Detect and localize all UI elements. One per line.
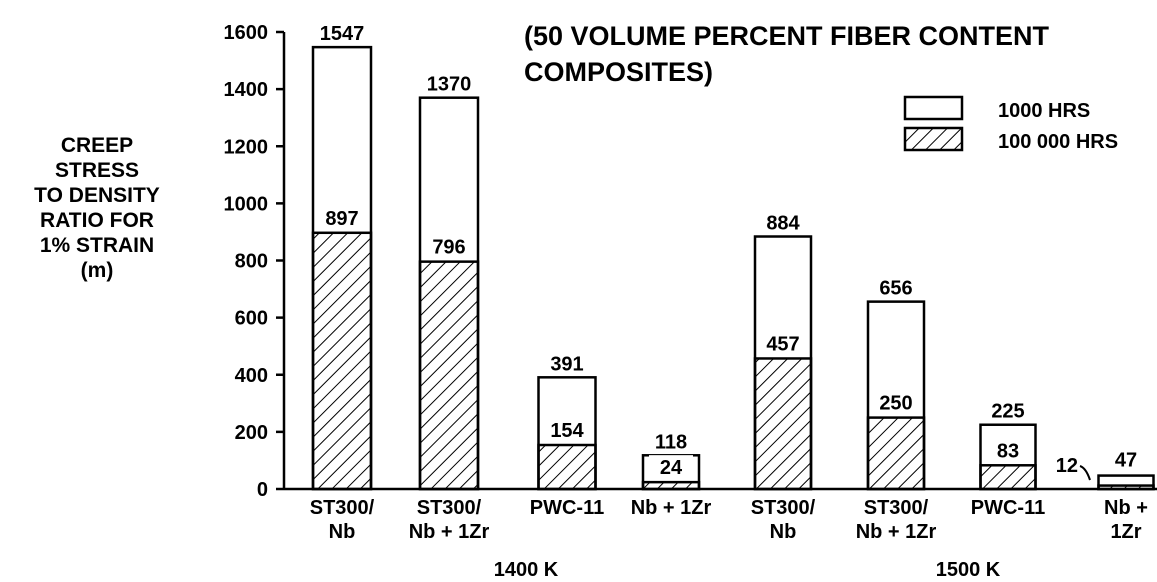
y-tick-label: 1400 bbox=[224, 79, 269, 101]
y-axis-label-line-5: 1% STRAIN bbox=[40, 234, 154, 257]
y-tick-label: 800 bbox=[235, 251, 268, 273]
y-tick-label: 200 bbox=[235, 422, 268, 444]
data-label-1000-hrs: 884 bbox=[766, 213, 800, 235]
data-label-background bbox=[874, 390, 918, 415]
bar-100000-hrs bbox=[311, 231, 373, 491]
data-label-100000-hrs: 796 bbox=[432, 237, 465, 259]
data-label-100000-hrs: 897 bbox=[325, 208, 358, 230]
bar-100000-hrs bbox=[641, 480, 701, 491]
y-tick-label: 1600 bbox=[224, 22, 269, 44]
data-label-background bbox=[649, 455, 693, 480]
legend-swatch-100000-hrs bbox=[903, 126, 964, 152]
data-label-1000-hrs: 656 bbox=[879, 278, 912, 300]
x-tick-label: ST300/ bbox=[310, 497, 375, 519]
x-tick-label: Nb + 1Zr bbox=[409, 521, 490, 543]
data-label-1000-hrs: 118 bbox=[655, 431, 687, 453]
group-label: 1500 K bbox=[936, 559, 1001, 581]
data-label-100000-hrs: 83 bbox=[997, 440, 1019, 462]
bars: 1547 897 1370 796 391 154 118 24 884 457 656 250 225… bbox=[311, 23, 1155, 491]
y-axis-label-line-3: TO DENSITY bbox=[34, 184, 160, 207]
data-label-1000-hrs: 225 bbox=[991, 401, 1024, 423]
y-tick-label: 1200 bbox=[224, 136, 269, 158]
data-label-100000-hrs: 24 bbox=[660, 457, 683, 479]
data-label-1000-hrs: 391 bbox=[550, 353, 583, 375]
x-tick-label: ST300/ bbox=[864, 497, 929, 519]
x-tick-label: 1Zr bbox=[1110, 521, 1141, 543]
data-label-100000-hrs: 457 bbox=[766, 333, 799, 355]
x-tick-label: PWC-11 bbox=[971, 497, 1045, 519]
data-label-background bbox=[320, 205, 364, 230]
legend-label-100000-hrs: 100 000 HRS bbox=[998, 131, 1118, 153]
bar-100000-hrs bbox=[537, 443, 597, 491]
bar-100000-hrs bbox=[866, 416, 926, 491]
bar-100000-hrs bbox=[753, 357, 813, 491]
x-tick-label: ST300/ bbox=[751, 497, 816, 519]
data-label-100000-hrs: 12 bbox=[1056, 455, 1078, 477]
y-tick-label: 0 bbox=[257, 479, 268, 501]
chart-title-line-1: (50 VOLUME PERCENT FIBER CONTENT bbox=[524, 21, 1050, 51]
data-label-background bbox=[761, 331, 805, 356]
x-tick-label: Nb + 1Zr bbox=[856, 521, 937, 543]
group-labels: 1400 K 1500 K bbox=[494, 559, 1001, 581]
bar-100000-hrs bbox=[418, 260, 480, 491]
x-tick-label: PWC-11 bbox=[530, 497, 604, 519]
bar-100000-hrs bbox=[979, 464, 1037, 491]
y-axis-ticks: 0 200 400 600 800 1000 1200 1400 1600 bbox=[224, 22, 284, 501]
data-label-1000-hrs: 1370 bbox=[427, 74, 472, 96]
data-label-background bbox=[986, 438, 1030, 463]
y-tick-label: 400 bbox=[235, 365, 268, 387]
data-label-100000-hrs: 154 bbox=[550, 420, 584, 442]
y-axis-label-line-4: RATIO FOR bbox=[40, 209, 154, 232]
data-label-background bbox=[545, 418, 589, 443]
bar-100000-hrs bbox=[1097, 484, 1155, 491]
y-axis-label-line-2: STRESS bbox=[55, 159, 139, 182]
x-tick-label: ST300/ bbox=[417, 497, 482, 519]
y-tick-label: 1000 bbox=[224, 193, 269, 215]
legend: 1000 HRS 100 000 HRS bbox=[903, 95, 1118, 153]
y-axis-label-line-6: (m) bbox=[81, 259, 114, 282]
y-axis-label-line-1: CREEP bbox=[61, 134, 133, 157]
x-tick-label: Nb bbox=[770, 521, 797, 543]
y-tick-label: 600 bbox=[235, 308, 268, 330]
x-tick-label: Nb + bbox=[1104, 497, 1148, 519]
data-label-1000-hrs: 47 bbox=[1115, 450, 1137, 472]
chart-title-line-2: COMPOSITES) bbox=[524, 57, 713, 87]
x-tick-label: Nb + 1Zr bbox=[631, 497, 712, 519]
legend-label-1000-hrs: 1000 HRS bbox=[998, 100, 1090, 122]
group-label: 1400 K bbox=[494, 559, 559, 581]
legend-swatch-1000-hrs bbox=[903, 95, 964, 121]
data-label-leader-line bbox=[1079, 465, 1091, 481]
y-axis-label: CREEP STRESS TO DENSITY RATIO FOR 1% STR… bbox=[34, 134, 160, 282]
x-tick-label: Nb bbox=[329, 521, 356, 543]
data-label-100000-hrs: 250 bbox=[879, 393, 912, 415]
data-label-background bbox=[427, 234, 471, 259]
data-label-1000-hrs: 1547 bbox=[320, 23, 365, 45]
